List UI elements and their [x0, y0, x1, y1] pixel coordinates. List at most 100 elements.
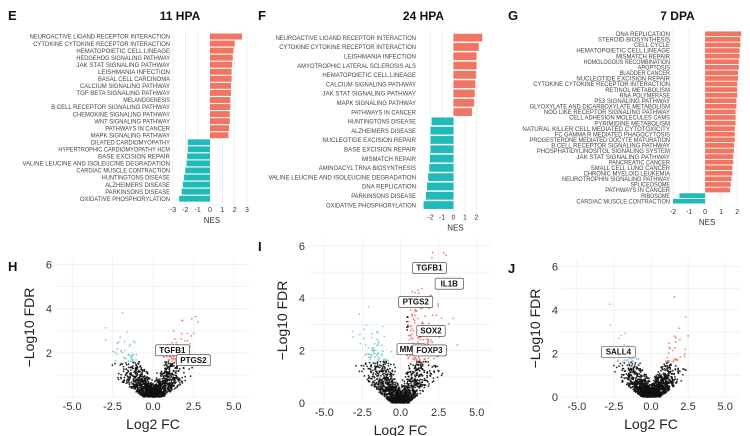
data-point — [421, 389, 424, 392]
data-point — [132, 367, 134, 370]
data-point — [683, 355, 686, 358]
bar — [210, 111, 230, 118]
data-point — [621, 381, 624, 383]
data-point — [396, 393, 399, 396]
data-point — [642, 378, 645, 381]
data-point — [167, 376, 169, 379]
data-point — [161, 373, 164, 376]
pathway-label: NEUROTROPHIN SIGNALING PATHWAY — [562, 176, 671, 183]
data-point — [639, 369, 641, 372]
data-point — [650, 393, 653, 396]
data-point — [630, 364, 633, 367]
data-point — [658, 373, 661, 375]
data-point — [421, 287, 423, 290]
data-point — [422, 360, 425, 363]
data-point — [385, 396, 388, 399]
data-point — [140, 367, 143, 369]
data-point — [114, 351, 117, 353]
data-point — [358, 333, 361, 336]
data-point — [178, 377, 181, 380]
data-point — [171, 385, 174, 388]
data-point — [405, 326, 408, 329]
data-point — [423, 386, 426, 389]
data-point — [376, 364, 379, 367]
data-point — [163, 364, 166, 367]
data-point — [436, 355, 439, 358]
data-point — [661, 385, 664, 388]
data-point — [174, 338, 176, 340]
data-point — [133, 380, 136, 383]
data-point — [427, 385, 430, 387]
data-point — [656, 373, 659, 376]
x-tick-label: 2 — [735, 209, 739, 216]
data-point — [132, 375, 135, 378]
data-point — [174, 376, 177, 379]
data-point — [634, 390, 637, 393]
data-point — [413, 314, 416, 317]
data-point — [408, 382, 410, 385]
data-point — [633, 364, 636, 366]
data-point — [395, 388, 397, 390]
data-point — [433, 357, 436, 360]
panel-j: J SALL4 -5.0 -2.5 0.0 2.5 5.0 0 2 4 6 Log2 FC −Log10… — [508, 260, 740, 432]
data-point — [372, 373, 374, 376]
data-point — [381, 367, 384, 370]
bar — [453, 89, 475, 98]
bar — [428, 173, 454, 182]
bar — [705, 154, 734, 159]
pathway-label: CALCIUM SIGNALING PATHWAY — [326, 81, 417, 88]
data-point — [170, 372, 173, 375]
data-point — [654, 394, 657, 397]
gene-label: PTGS2 — [176, 354, 211, 366]
data-point — [631, 371, 633, 374]
data-point — [406, 316, 409, 318]
data-point — [351, 330, 354, 333]
data-point — [377, 374, 380, 377]
data-point — [628, 369, 631, 372]
data-point — [167, 371, 170, 373]
x-tick-label: -2.5 — [353, 407, 372, 419]
gene-label-text: MMP9 — [400, 345, 424, 354]
data-point — [178, 381, 181, 384]
data-point — [150, 391, 152, 394]
data-point — [166, 372, 169, 374]
bar — [705, 143, 734, 148]
data-point — [175, 341, 178, 344]
x-tick-label: -5.0 — [567, 401, 586, 413]
data-point — [173, 381, 175, 384]
y-axis-title: −Log10 FDR — [21, 288, 37, 368]
data-point — [431, 256, 433, 259]
data-point — [684, 348, 687, 351]
data-point — [412, 364, 414, 367]
data-point — [408, 392, 411, 395]
data-point — [641, 391, 644, 394]
data-point — [628, 385, 631, 388]
data-point — [682, 368, 684, 370]
gene-label-text: SALL4 — [606, 348, 632, 357]
bar — [210, 118, 230, 125]
gene-label-box — [398, 296, 434, 308]
data-point — [158, 378, 161, 380]
data-point — [652, 393, 654, 396]
data-point — [167, 362, 170, 365]
data-point — [667, 352, 670, 354]
data-point — [394, 366, 397, 369]
data-point — [609, 324, 612, 327]
data-point — [408, 338, 411, 341]
data-point — [625, 359, 628, 362]
data-point — [409, 354, 412, 357]
data-point — [629, 367, 632, 370]
data-point — [661, 380, 663, 383]
data-point — [665, 391, 668, 393]
data-point — [132, 340, 135, 343]
data-point — [115, 353, 118, 356]
data-point — [408, 396, 411, 399]
data-point — [643, 382, 646, 385]
data-point — [140, 368, 142, 371]
data-point — [679, 338, 681, 341]
data-point — [125, 363, 128, 366]
data-point — [125, 373, 128, 375]
data-point — [445, 254, 448, 257]
data-point — [641, 394, 643, 397]
data-point — [370, 353, 372, 356]
